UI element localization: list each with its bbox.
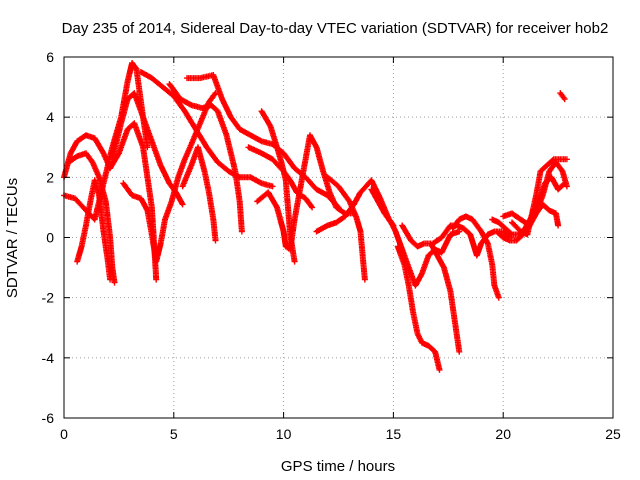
data-point-markers bbox=[109, 90, 186, 208]
plot-frame bbox=[63, 56, 614, 419]
chart-title: Day 235 of 2014, Sidereal Day-to-day VTE… bbox=[62, 20, 609, 37]
x-tick-label: 25 bbox=[605, 426, 621, 442]
series-arc-17 bbox=[394, 243, 443, 373]
series-arc-5 bbox=[109, 90, 186, 208]
grid-lines bbox=[64, 57, 613, 418]
x-tick-label: 15 bbox=[386, 426, 402, 442]
y-tick-label: -6 bbox=[42, 410, 55, 426]
series-arc-8 bbox=[166, 81, 245, 235]
series-arc-25 bbox=[557, 90, 568, 103]
series-arc-18 bbox=[399, 222, 463, 355]
series-arc-3 bbox=[65, 150, 118, 286]
series-arc-20 bbox=[449, 213, 502, 301]
x-tick-label: 20 bbox=[495, 426, 511, 442]
data-point-markers bbox=[65, 150, 118, 286]
data-point-markers bbox=[254, 132, 357, 253]
data-points bbox=[61, 60, 570, 373]
data-point-markers bbox=[500, 201, 562, 229]
y-tick-label: -4 bbox=[42, 350, 55, 366]
series-arc-4 bbox=[74, 177, 114, 283]
data-point-markers bbox=[179, 144, 219, 244]
data-point-markers bbox=[399, 222, 463, 355]
data-point-markers bbox=[258, 108, 298, 265]
series-arc-6 bbox=[120, 90, 219, 265]
series-arc-13 bbox=[258, 108, 298, 265]
data-point-markers bbox=[394, 243, 443, 373]
data-point-markers bbox=[74, 177, 114, 283]
y-tick-label: -2 bbox=[42, 290, 55, 306]
axis-ticks: 0 5 10 15 20 25 -6 -4 -2 0 2 4 6 bbox=[42, 49, 621, 442]
series-arc-12 bbox=[254, 132, 357, 253]
x-tick-label: 10 bbox=[276, 426, 292, 442]
data-point-markers bbox=[324, 174, 368, 283]
x-tick-label: 0 bbox=[60, 426, 68, 442]
data-point-markers bbox=[120, 90, 219, 265]
y-axis-label: SDTVAR / TECUs bbox=[4, 178, 21, 298]
y-tick-label: 2 bbox=[46, 169, 54, 185]
data-point-markers bbox=[166, 81, 245, 235]
x-axis-label: GPS time / hours bbox=[281, 458, 395, 475]
series-arc-24 bbox=[500, 201, 562, 229]
data-point-markers bbox=[557, 90, 568, 103]
x-tick-label: 5 bbox=[170, 426, 178, 442]
data-point-markers bbox=[449, 213, 502, 301]
y-tick-label: 4 bbox=[46, 109, 54, 125]
series-arc-9 bbox=[179, 144, 219, 244]
series-arc-15 bbox=[324, 174, 368, 283]
y-tick-label: 6 bbox=[46, 49, 54, 65]
series-arc-16 bbox=[368, 186, 463, 289]
data-point-markers bbox=[368, 186, 463, 289]
y-tick-label: 0 bbox=[46, 230, 54, 246]
